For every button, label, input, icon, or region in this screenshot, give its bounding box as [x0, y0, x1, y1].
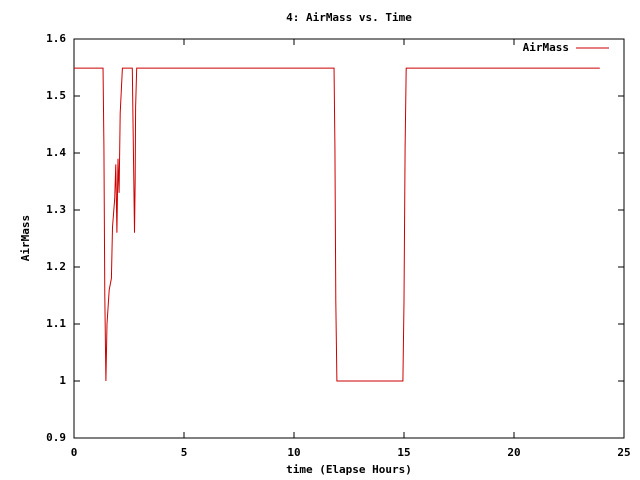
x-tick-label: 15 [397, 446, 410, 459]
x-tick-label: 25 [617, 446, 630, 459]
x-axis-label: time (Elapse Hours) [286, 463, 412, 476]
x-tick-label: 0 [71, 446, 78, 459]
y-tick-label: 1 [59, 374, 66, 387]
y-tick-label: 1.3 [46, 203, 66, 216]
x-tick-label: 5 [181, 446, 188, 459]
data-line [74, 67, 600, 382]
y-tick-label: 0.9 [46, 431, 66, 444]
x-tick-label: 10 [287, 446, 300, 459]
y-tick-label: 1.1 [46, 317, 66, 330]
legend-label: AirMass [523, 41, 569, 54]
y-tick-label: 1.5 [46, 89, 66, 102]
chart-title: 4: AirMass vs. Time [286, 11, 412, 24]
y-tick-label: 1.6 [46, 32, 66, 45]
y-axis-label: AirMass [19, 215, 32, 261]
x-tick-label: 20 [507, 446, 520, 459]
y-tick-label: 1.4 [46, 146, 66, 159]
plot-border [73, 38, 625, 439]
y-tick-label: 1.2 [46, 260, 66, 273]
